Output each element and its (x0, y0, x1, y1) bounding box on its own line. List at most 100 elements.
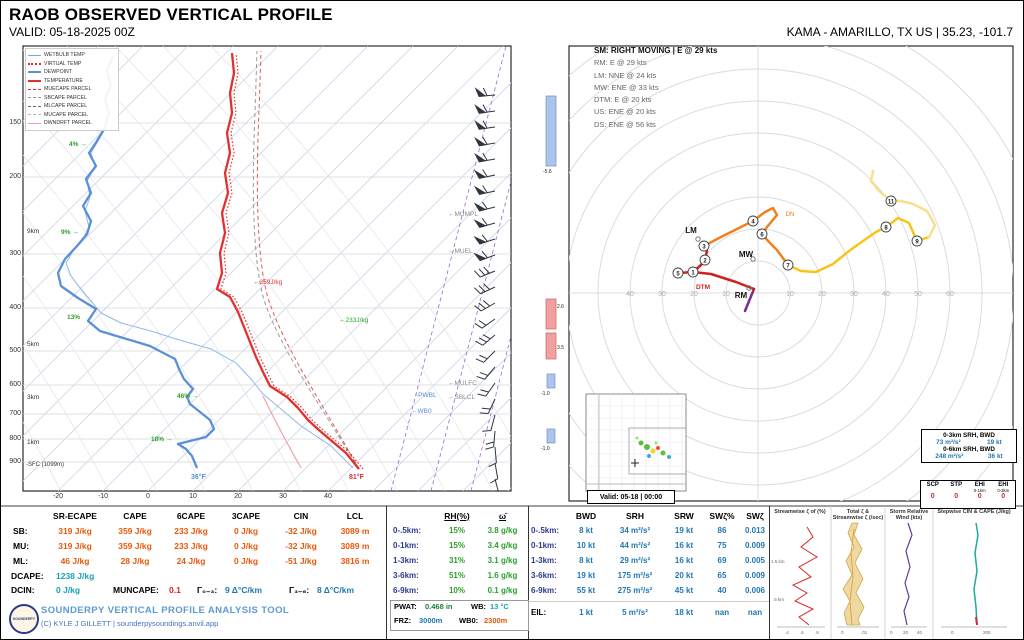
svg-text:40: 40 (626, 291, 634, 298)
ehi03-column: EHI 0-3km 0 (992, 481, 1016, 508)
pressure-label: 400 (9, 304, 21, 311)
stepwise-cin-trace (975, 616, 978, 626)
pressure-label: 150 (9, 119, 21, 126)
srw-value: 20 kt (674, 571, 694, 580)
thermo-table: SR-ECAPE CAPE 6CAPE 3CAPE CIN LCL SB: 31… (9, 508, 381, 568)
moisture-table: RH(%) ω̄ 0-.5km: 15% 3.8 g/kg 0-1km: 15%… (389, 508, 526, 598)
sm-line: SM: RIGHT MOVING | E @ 29 kts (594, 46, 718, 55)
swzeta-pct-value: 75 (717, 541, 727, 550)
legend-label: TEMPERATURE (44, 77, 83, 84)
cape-annotation: ←233J/kg (339, 317, 369, 324)
thermo-header-row: SR-ECAPE CAPE 6CAPE 3CAPE CIN LCL (9, 508, 381, 523)
mixing-value: 3.8 g/kg (487, 526, 518, 535)
ml-3cape: 0 J/kg (233, 555, 259, 566)
map-inset (585, 393, 687, 492)
stp-column: STP 0 (945, 481, 969, 508)
srw-value: 16 kt (674, 541, 694, 550)
kinematics-row: 0-.5km: 8 kt 34 m²/s² 19 kt 86 0.013 (529, 523, 771, 538)
ml-srecape: 46 J/kg (60, 555, 90, 566)
col-swzeta-pct: SWζ% (709, 510, 735, 521)
eil-label: EIL: (531, 608, 547, 617)
kinematics-row: 6-9km: 55 kt 275 m²/s² 45 kt 40 0.006 (529, 583, 771, 598)
vorticity-trace (842, 522, 865, 626)
layer-label: 3-6km: (393, 571, 419, 580)
lapse-3-6-value: 8 Δ°C/km (317, 585, 355, 595)
srh-value: 175 m²/s² (617, 571, 653, 580)
rh-value: 10% (448, 586, 465, 595)
streamwise-pct-trace (791, 526, 818, 626)
svg-text:11: 11 (888, 200, 895, 206)
panel2-xtick: 0 (841, 630, 844, 635)
temperature-line (215, 52, 360, 470)
mlcape-swatch-icon (28, 105, 41, 107)
mulfc-annotation: ←MULFC (448, 380, 477, 387)
rh-label: 13% (67, 314, 81, 321)
panel1-ytick: 1.5 km (771, 559, 785, 564)
panel1-ytick: .5 km (773, 597, 785, 602)
srh-0-3-value: 73 m²/s² (936, 439, 961, 446)
pwbl-annotation: -PWBL (416, 392, 437, 399)
svg-text:30: 30 (850, 291, 858, 298)
pressure-label: 700 (9, 410, 21, 417)
srh-0-6-label: 0-6km SRH, BWD (943, 446, 995, 453)
composite-indices-box: SCP 0 STP 0 EHI 0-1km 0 EHI 0-3km 0 (920, 480, 1016, 509)
hodograph-trace (676, 169, 937, 313)
lapse-0-3-value: 9 Δ°C/km (225, 585, 263, 595)
dwndrft-swatch-icon (28, 122, 41, 124)
virtual-temp-swatch-icon (28, 62, 41, 65)
wetbulb-swatch-icon (28, 54, 41, 56)
dcape-value: 1238 J/kg (56, 571, 95, 581)
dcin-value: 0 J/kg (56, 585, 81, 595)
layer-label: 0-.5km: (393, 526, 422, 535)
panel3-xtick: 0 (890, 630, 893, 635)
mu-srecape: 319 J/kg (58, 540, 92, 551)
srw-value: 19 kt (674, 526, 694, 535)
col-3cape: 3CAPE (231, 510, 261, 521)
srh-value: 34 m²/s² (619, 526, 651, 535)
swzeta-value: 0.006 (744, 586, 766, 595)
col-lcl: LCL (346, 510, 364, 521)
legend-item: MUECAPE PARCEL (28, 85, 116, 94)
svg-text:40: 40 (882, 291, 890, 298)
legend-label: DEWPOINT (44, 69, 72, 76)
pwat-label: PWAT: (394, 602, 417, 611)
stepwise-cape-trace (973, 522, 979, 626)
legend-label: DWNDRFT PARCEL (44, 120, 92, 127)
legend-label: SBCAPE PARCEL (44, 94, 87, 101)
panel-title-stepwise: Stepwise CIN & CAPE (J/kg) (937, 509, 1011, 515)
col-swzeta: SWζ (746, 510, 764, 521)
wb-value: 13 °C (490, 602, 509, 611)
moisture-row: 6-9km: 10% 0.1 g/kg (389, 583, 526, 598)
svg-text:7: 7 (786, 264, 790, 270)
parcel-lines (252, 50, 360, 470)
legend-label: MLCAPE PARCEL (44, 103, 88, 110)
muncape-label: MUNCAPE: (113, 585, 159, 595)
col-omega: ω̄ (498, 510, 507, 521)
mu-label: MU: (13, 540, 30, 551)
sb-cin: -32 J/kg (285, 525, 317, 536)
legend-item: TEMPERATURE (28, 77, 116, 86)
ehi03-sub: 0-3km (997, 488, 1010, 493)
dtm-line: DTM: E @ 20 kts (594, 95, 652, 105)
muel-annotation: ←MUEL (448, 248, 473, 255)
dn-label: DN (786, 212, 795, 218)
station-info: KAMA - AMARILLO, TX US | 35.23, -101.7 (786, 25, 1013, 39)
moisture-row: 1-3km: 31% 3.1 g/kg (389, 553, 526, 568)
wb0-label: WB0: (459, 616, 479, 625)
sb-6cape: 233 J/kg (174, 525, 208, 536)
sb-label: SB: (13, 525, 28, 536)
rm-line: RM: E @ 29 kts (594, 58, 647, 68)
dtm-label: DTM (696, 284, 710, 291)
layer-label: 0-1km: (393, 541, 419, 550)
ml-cin: -51 J/kg (285, 555, 317, 566)
layer-label: 6-9km: (531, 586, 557, 595)
rh-value: 15% (448, 526, 465, 535)
mu-3cape: 0 J/kg (233, 540, 259, 551)
moisture-row: 0-1km: 15% 3.4 g/kg (389, 538, 526, 553)
svg-text:10: 10 (786, 291, 794, 298)
sounderpy-logo: SOUNDERPY (9, 604, 39, 634)
svg-text:30: 30 (658, 291, 666, 298)
eil-srw: 18 kt (674, 608, 694, 617)
sfc-dewpoint-label: 36°F (191, 474, 206, 481)
